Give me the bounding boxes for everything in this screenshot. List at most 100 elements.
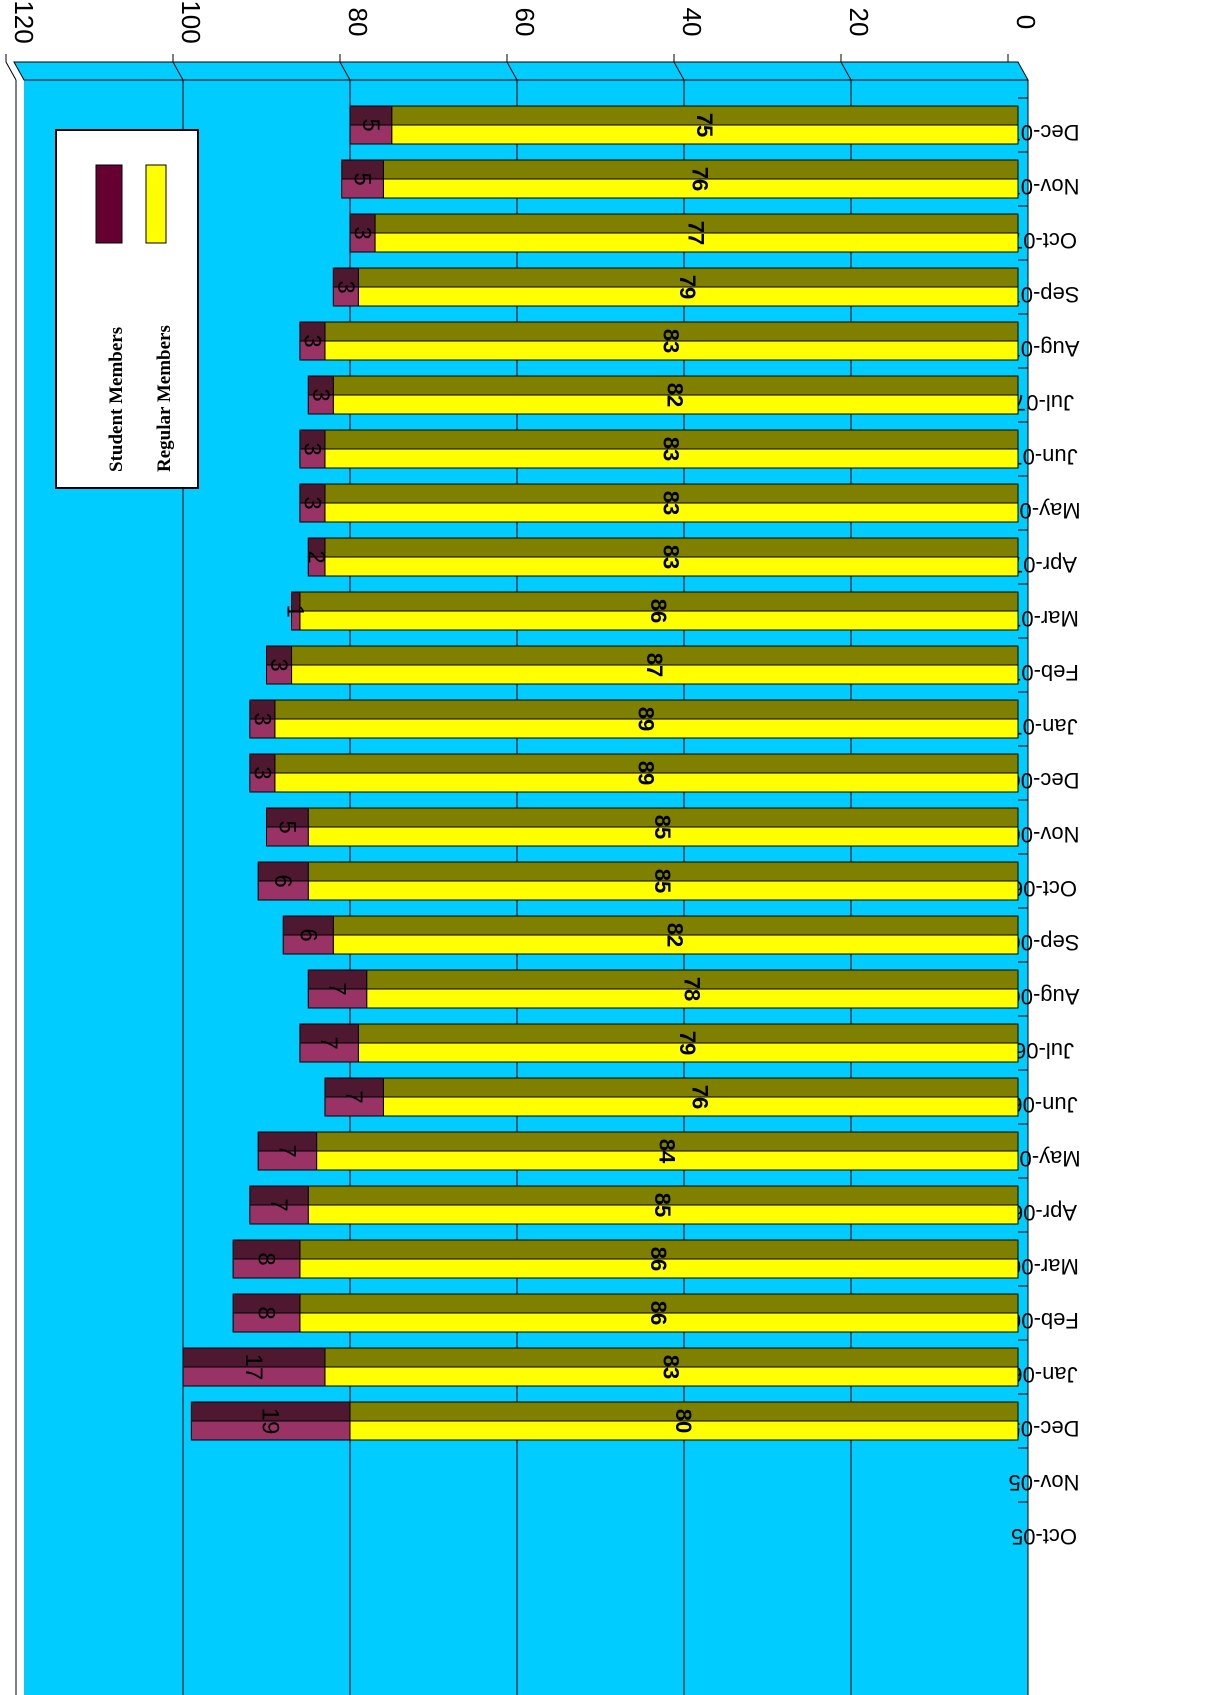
data-label-regular: 76 (688, 1085, 713, 1109)
bar-student (266, 826, 309, 847)
bar-student (182, 1366, 326, 1387)
data-label-regular: 78 (679, 977, 704, 1001)
bar-student (341, 178, 384, 199)
bar-student (349, 232, 376, 253)
category-label: May-06 (1007, 1146, 1080, 1171)
data-label-student: 7 (315, 1036, 342, 1049)
value-tick-label: 120 (9, 0, 39, 43)
gridline-depth (339, 61, 351, 81)
data-label-regular: 83 (658, 545, 683, 569)
data-label-student: 3 (349, 226, 376, 239)
data-label-student: 3 (248, 712, 275, 725)
category-label: Nov-07 (1009, 174, 1080, 199)
value-tick-label: 20 (844, 8, 874, 37)
category-label: Apr-07 (1011, 552, 1077, 577)
bar-student (307, 394, 334, 415)
category-label: Jul-07 (1014, 390, 1074, 415)
data-label-regular: 86 (646, 1247, 671, 1271)
value-tick-label: 60 (510, 8, 540, 37)
bar-student (266, 664, 293, 685)
data-label-student: 5 (357, 118, 384, 131)
bar-student (190, 1420, 351, 1441)
gridline-depth (506, 61, 518, 81)
data-label-student: 3 (265, 658, 292, 671)
data-label-regular: 84 (654, 1139, 679, 1164)
category-label: Mar-07 (1009, 606, 1079, 631)
data-label-regular: 87 (642, 653, 667, 677)
category-label: Oct-07 (1011, 228, 1077, 253)
gridline-depth (840, 61, 852, 81)
value-tick-label: 0 (1011, 15, 1041, 29)
data-label-regular: 89 (633, 707, 658, 731)
value-axis: 0 20 40 60 80 100 120 (5, 0, 1041, 62)
data-label-student: 8 (253, 1306, 280, 1319)
data-label-student: 19 (257, 1408, 284, 1435)
bar-student (299, 448, 326, 469)
data-label-regular: 75 (692, 113, 717, 137)
data-label-regular: 83 (658, 1355, 683, 1379)
bar-student (299, 340, 326, 361)
bar-student (282, 934, 334, 955)
category-label: May-07 (1007, 498, 1080, 523)
category-label: Aug-06 (1009, 984, 1080, 1009)
data-label-student: 5 (273, 820, 300, 833)
data-label-regular: 83 (658, 491, 683, 515)
legend: Student Members Regular Members (55, 129, 199, 489)
legend-box (55, 129, 199, 489)
data-label-student: 6 (269, 874, 296, 887)
category-label: Oct-05 (1011, 1524, 1077, 1549)
data-label-student: 3 (248, 766, 275, 779)
category-label: Sep-07 (1009, 282, 1080, 307)
bar-student (249, 1204, 309, 1225)
value-tick-label: 40 (677, 8, 707, 37)
data-label-student: 3 (332, 280, 359, 293)
bar-student (249, 772, 276, 793)
gridline-depth (5, 61, 17, 81)
bar-student (257, 880, 309, 901)
category-label: Sep-06 (1009, 930, 1080, 955)
category-label: Dec-05 (1009, 1416, 1080, 1441)
gridline-depth (172, 61, 184, 81)
bar-student (324, 1096, 384, 1117)
data-label-regular: 77 (684, 221, 709, 245)
legend-label-student: Student Members (106, 327, 127, 472)
data-label-student: 3 (307, 388, 334, 401)
legend-swatch-regular (145, 164, 167, 244)
legend-label-regular: Regular Members (154, 325, 175, 472)
category-label: Dec-06 (1009, 768, 1080, 793)
data-labels: 7557657737938338238338338328618738938938… (240, 113, 717, 1435)
data-label-student: 7 (273, 1144, 300, 1157)
category-label: Mar-06 (1009, 1254, 1079, 1279)
category-label: Jul-06 (1014, 1038, 1074, 1063)
category-label: Feb-06 (1009, 1308, 1079, 1333)
data-label-student: 3 (298, 496, 325, 509)
bars (182, 105, 1019, 1441)
data-label-regular: 85 (650, 869, 675, 893)
data-label-student: 7 (340, 1090, 367, 1103)
data-label-regular: 79 (675, 1031, 700, 1055)
bar-student (299, 1042, 359, 1063)
category-label: Dec-07 (1009, 120, 1080, 145)
category-label: Jun-06 (1010, 1092, 1077, 1117)
data-label-regular: 82 (663, 923, 688, 947)
data-label-student: 1 (282, 604, 309, 617)
data-label-regular: 85 (650, 1193, 675, 1217)
gridline-depth (673, 61, 685, 81)
data-label-student: 17 (240, 1354, 267, 1381)
category-label: Jan-07 (1010, 714, 1077, 739)
bar-student (249, 718, 276, 739)
category-label: Nov-05 (1009, 1470, 1080, 1495)
category-label: Feb-07 (1009, 660, 1079, 685)
value-tick-label: 80 (343, 8, 373, 37)
bar-student (257, 1150, 318, 1171)
data-label-student: 8 (253, 1252, 280, 1265)
bar-student (232, 1258, 301, 1279)
plot-top-wall (13, 61, 1029, 81)
data-label-student: 2 (303, 550, 330, 563)
data-label-student: 3 (298, 442, 325, 455)
category-label: Oct-06 (1011, 876, 1077, 901)
value-tick-label: 100 (176, 0, 206, 43)
data-label-student: 5 (349, 172, 376, 185)
category-label: Aug-07 (1009, 336, 1080, 361)
